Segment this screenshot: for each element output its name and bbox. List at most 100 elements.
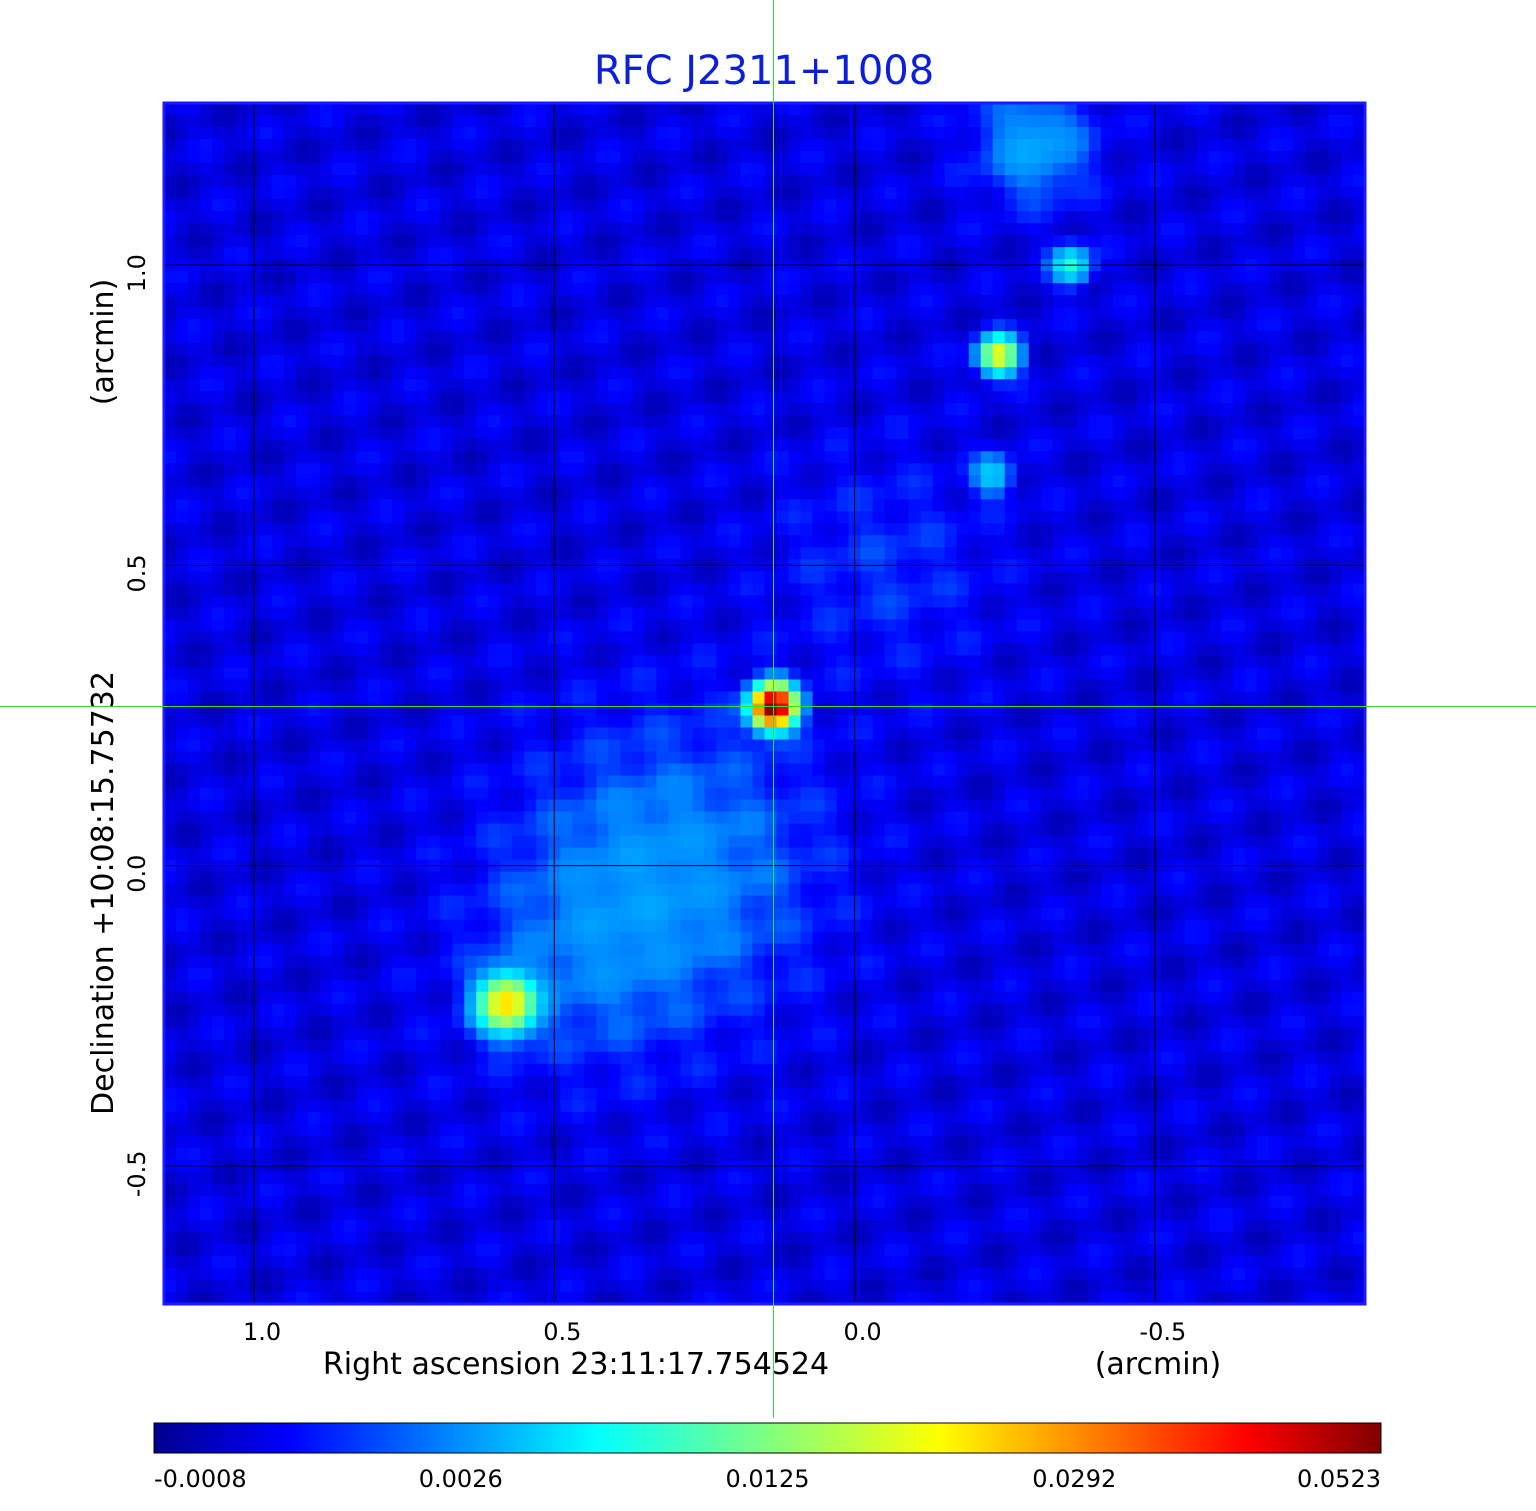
map-pixel (1064, 139, 1078, 152)
map-pixel (368, 427, 381, 440)
map-pixel (1172, 595, 1186, 609)
map-pixel (1040, 475, 1054, 488)
map-pixel (1100, 571, 1114, 584)
map-pixel (1088, 283, 1102, 296)
map-pixel (332, 691, 345, 705)
map-pixel (320, 127, 333, 140)
map-pixel (212, 271, 225, 284)
map-pixel (176, 343, 189, 356)
map-pixel (1328, 115, 1342, 128)
map-pixel (452, 391, 465, 404)
map-pixel (1088, 151, 1102, 164)
map-pixel (512, 463, 525, 476)
map-pixel (1340, 487, 1354, 500)
map-pixel (1292, 463, 1306, 476)
map-pixel (728, 151, 742, 164)
map-pixel (1184, 535, 1198, 548)
map-pixel (896, 415, 910, 428)
map-pixel (596, 463, 609, 476)
map-pixel (1028, 331, 1042, 344)
map-pixel (860, 223, 874, 236)
map-pixel (1220, 319, 1234, 332)
map-pixel (1172, 175, 1186, 188)
map-pixel (704, 367, 718, 380)
map-pixel (1208, 427, 1222, 440)
map-pixel (512, 355, 525, 368)
map-pixel (428, 499, 441, 512)
map-pixel (728, 523, 742, 536)
map-pixel (1328, 223, 1342, 236)
map-pixel (1232, 367, 1246, 380)
map-pixel (1064, 679, 1078, 693)
map-pixel (1256, 631, 1270, 645)
map-pixel (440, 247, 453, 260)
map-pixel (272, 223, 285, 236)
map-pixel (488, 523, 501, 536)
map-pixel (1160, 547, 1174, 560)
map-pixel (380, 511, 393, 524)
map-pixel (1304, 451, 1318, 464)
map-pixel (1316, 439, 1330, 452)
map-pixel (656, 175, 670, 188)
map-pixel (440, 403, 453, 416)
map-pixel (1232, 655, 1246, 669)
map-pixel (1052, 295, 1066, 308)
map-pixel (284, 223, 297, 236)
map-pixel (644, 235, 658, 248)
map-pixel (1172, 199, 1186, 212)
map-pixel (908, 319, 922, 332)
map-pixel (1304, 235, 1318, 248)
map-pixel (260, 247, 273, 260)
map-pixel (716, 151, 730, 164)
map-pixel (272, 343, 285, 356)
map-pixel (1256, 223, 1270, 236)
map-pixel (860, 355, 874, 368)
map-pixel (428, 103, 441, 116)
map-pixel (932, 331, 946, 344)
map-pixel (884, 511, 898, 524)
map-pixel (380, 679, 393, 693)
map-pixel (872, 319, 886, 332)
map-pixel (704, 475, 718, 488)
map-pixel (716, 343, 730, 356)
map-pixel (656, 355, 670, 368)
map-pixel (860, 595, 874, 609)
map-pixel (308, 607, 321, 621)
map-pixel (1160, 235, 1174, 248)
map-pixel (260, 691, 273, 705)
map-pixel (416, 619, 429, 633)
map-pixel (1100, 499, 1114, 512)
map-pixel (1196, 391, 1210, 404)
map-pixel (824, 199, 838, 212)
map-pixel (1196, 595, 1210, 609)
map-pixel (536, 139, 549, 152)
map-pixel (1268, 331, 1282, 344)
map-pixel (236, 619, 249, 633)
map-pixel (1004, 475, 1018, 488)
map-pixel (728, 343, 742, 356)
map-pixel (980, 499, 994, 512)
map-pixel (1016, 451, 1030, 464)
map-pixel (812, 547, 826, 560)
map-pixel (992, 427, 1006, 440)
map-pixel (908, 439, 922, 452)
map-pixel (1352, 571, 1365, 584)
map-pixel (980, 127, 994, 140)
map-pixel (1172, 583, 1186, 597)
map-pixel (1172, 403, 1186, 416)
map-pixel (836, 439, 850, 452)
map-pixel (416, 187, 429, 200)
map-pixel (380, 583, 393, 597)
map-pixel (788, 499, 802, 512)
map-pixel (776, 643, 790, 657)
map-pixel (608, 607, 621, 621)
map-pixel (692, 427, 706, 440)
map-pixel (392, 511, 405, 524)
map-pixel (1340, 379, 1354, 392)
map-pixel (296, 427, 309, 440)
map-pixel (788, 127, 802, 140)
map-pixel (1184, 667, 1198, 681)
map-pixel (908, 595, 922, 609)
map-pixel (944, 223, 958, 236)
map-pixel (860, 667, 874, 681)
